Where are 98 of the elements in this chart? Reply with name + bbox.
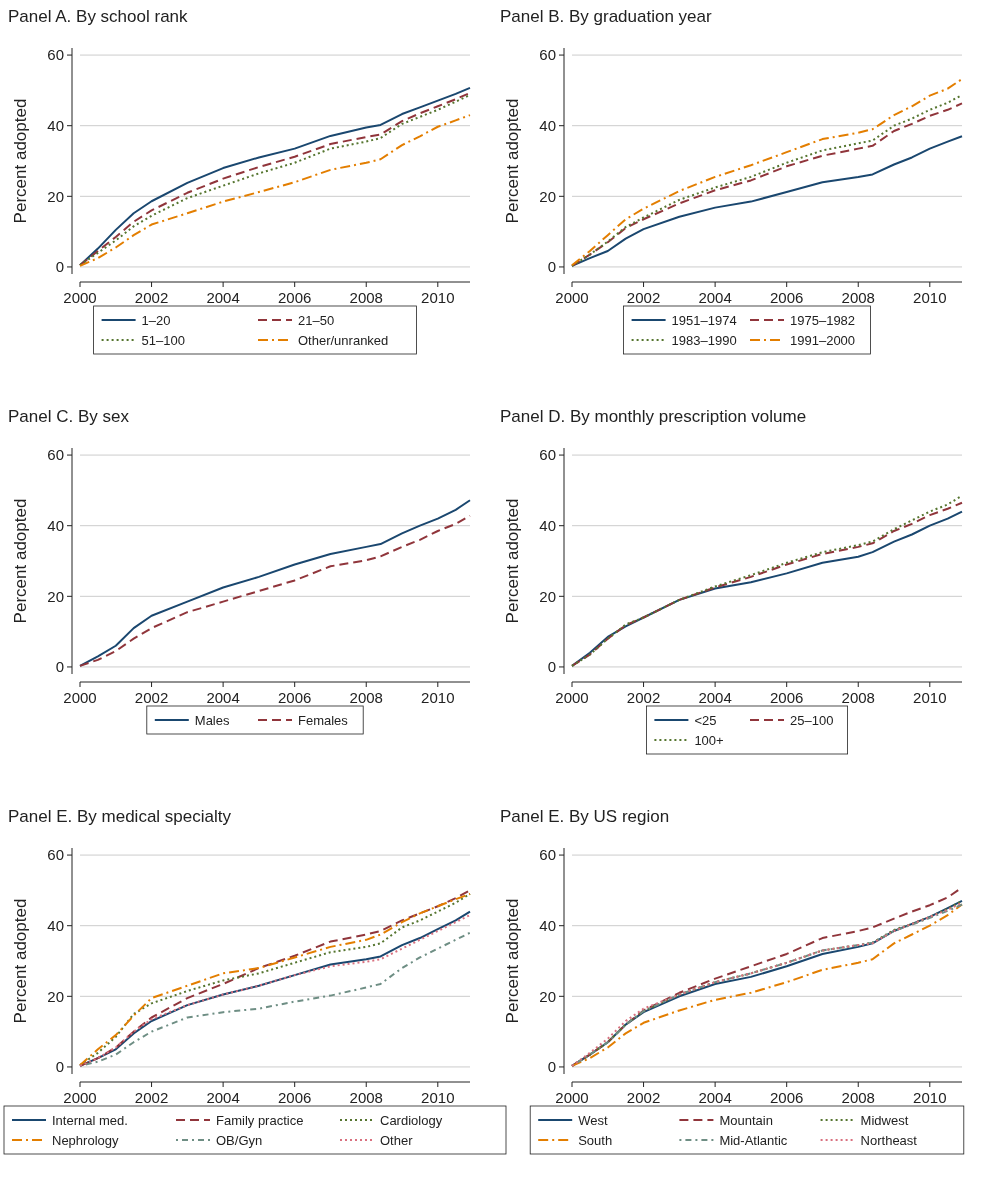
x-tick-label: 2002 — [134, 1089, 169, 1106]
legend-label: 51–100 — [141, 332, 185, 348]
chart-title: Panel A. By school rank — [8, 7, 189, 26]
legend-label: 1983–1990 — [671, 332, 737, 348]
y-tick-label: 0 — [547, 658, 556, 676]
y-tick-label: 40 — [539, 116, 556, 134]
y-tick-label: 20 — [539, 187, 556, 205]
legend-label: <25 — [694, 712, 717, 728]
y-axis-title: Percent adopted — [503, 498, 522, 624]
legend-label: Midwest — [860, 1112, 909, 1128]
legend-label: Other — [380, 1132, 414, 1148]
y-axis-title: Percent adopted — [503, 898, 522, 1024]
y-tick-label: 40 — [47, 116, 64, 134]
x-tick-label: 2004 — [206, 289, 240, 306]
y-tick-label: 0 — [547, 258, 556, 276]
legend-label: Nephrology — [52, 1132, 119, 1148]
legend-label: South — [578, 1132, 613, 1148]
x-tick-label: 2004 — [698, 1089, 732, 1106]
y-tick-label: 40 — [47, 516, 64, 534]
x-tick-label: 2004 — [206, 1089, 240, 1106]
y-tick-label: 0 — [547, 1058, 556, 1076]
chart-title: Panel D. By monthly prescription volume — [500, 407, 807, 426]
x-tick-label: 2010 — [913, 289, 947, 306]
chart-title: Panel B. By graduation year — [500, 7, 713, 26]
y-tick-label: 20 — [539, 987, 556, 1005]
x-tick-label: 2008 — [841, 1089, 875, 1106]
chart-title: Panel C. By sex — [8, 407, 130, 426]
y-axis-title: Percent adopted — [503, 98, 522, 224]
x-tick-label: 2006 — [277, 689, 312, 706]
x-tick-label: 2010 — [421, 689, 455, 706]
y-tick-label: 0 — [55, 1058, 64, 1076]
x-tick-label: 2008 — [349, 289, 383, 306]
line-series — [571, 135, 963, 267]
y-tick-label: 60 — [539, 46, 556, 64]
chart-title: Panel E. By medical specialty — [8, 807, 232, 826]
y-tick-label: 60 — [539, 846, 556, 864]
x-tick-label: 2010 — [913, 689, 947, 706]
y-tick-label: 20 — [47, 987, 64, 1005]
legend-label: 21–50 — [298, 312, 335, 328]
legend-label: 100+ — [694, 732, 724, 748]
legend-label: 1951–1974 — [671, 312, 737, 328]
y-tick-label: 40 — [539, 516, 556, 534]
y-axis-title: Percent adopted — [11, 498, 30, 624]
y-tick-label: 60 — [47, 846, 64, 864]
y-tick-label: 60 — [47, 46, 64, 64]
legend-label: 25–100 — [790, 712, 834, 728]
x-tick-label: 2004 — [698, 289, 732, 306]
x-tick-label: 2010 — [421, 289, 455, 306]
y-tick-label: 40 — [47, 916, 64, 934]
legend-label: OB/Gyn — [216, 1132, 263, 1148]
x-tick-label: 2000 — [555, 289, 589, 306]
x-tick-label: 2000 — [63, 689, 97, 706]
x-tick-label: 2000 — [63, 1089, 97, 1106]
y-tick-label: 20 — [539, 587, 556, 605]
y-tick-label: 40 — [539, 916, 556, 934]
legend-label: Family practice — [216, 1112, 304, 1128]
x-tick-label: 2010 — [421, 1089, 455, 1106]
legend-label: West — [578, 1112, 608, 1128]
y-axis-title: Percent adopted — [11, 898, 30, 1024]
x-tick-label: 2006 — [769, 689, 804, 706]
x-tick-label: 2010 — [913, 1089, 947, 1106]
legend-label: Other/unranked — [298, 332, 389, 348]
x-tick-label: 2002 — [626, 289, 661, 306]
legend-label: Internal med. — [52, 1112, 128, 1128]
legend-label: Northeast — [860, 1132, 918, 1148]
y-tick-label: 60 — [47, 446, 64, 464]
x-tick-label: 2006 — [769, 1089, 804, 1106]
legend-label: 1991–2000 — [790, 332, 856, 348]
x-tick-label: 2006 — [769, 289, 804, 306]
legend-label: Cardiology — [380, 1112, 443, 1128]
x-tick-label: 2008 — [349, 1089, 383, 1106]
chart-title: Panel E. By US region — [500, 807, 670, 826]
legend-label: Females — [298, 712, 349, 728]
y-tick-label: 60 — [539, 446, 556, 464]
legend-label: 1975–1982 — [790, 312, 856, 328]
x-tick-label: 2002 — [626, 689, 661, 706]
legend-label: Males — [194, 712, 230, 728]
y-tick-label: 0 — [55, 658, 64, 676]
y-axis-title: Percent adopted — [11, 98, 30, 224]
x-tick-label: 2002 — [134, 289, 169, 306]
y-tick-label: 20 — [47, 187, 64, 205]
x-tick-label: 2008 — [349, 689, 383, 706]
x-tick-label: 2000 — [63, 289, 97, 306]
legend-label: 1–20 — [141, 312, 171, 328]
x-tick-label: 2002 — [134, 689, 169, 706]
y-tick-label: 0 — [55, 258, 64, 276]
x-tick-label: 2006 — [277, 289, 312, 306]
legend-label: Mid-Atlantic — [719, 1132, 788, 1148]
legend-label: Mountain — [719, 1112, 773, 1128]
x-tick-label: 2008 — [841, 689, 875, 706]
x-tick-label: 2008 — [841, 289, 875, 306]
x-tick-label: 2006 — [277, 1089, 312, 1106]
x-tick-label: 2000 — [555, 1089, 589, 1106]
x-tick-label: 2004 — [698, 689, 732, 706]
x-tick-label: 2002 — [626, 1089, 661, 1106]
y-tick-label: 20 — [47, 587, 64, 605]
x-tick-label: 2004 — [206, 689, 240, 706]
x-tick-label: 2000 — [555, 689, 589, 706]
